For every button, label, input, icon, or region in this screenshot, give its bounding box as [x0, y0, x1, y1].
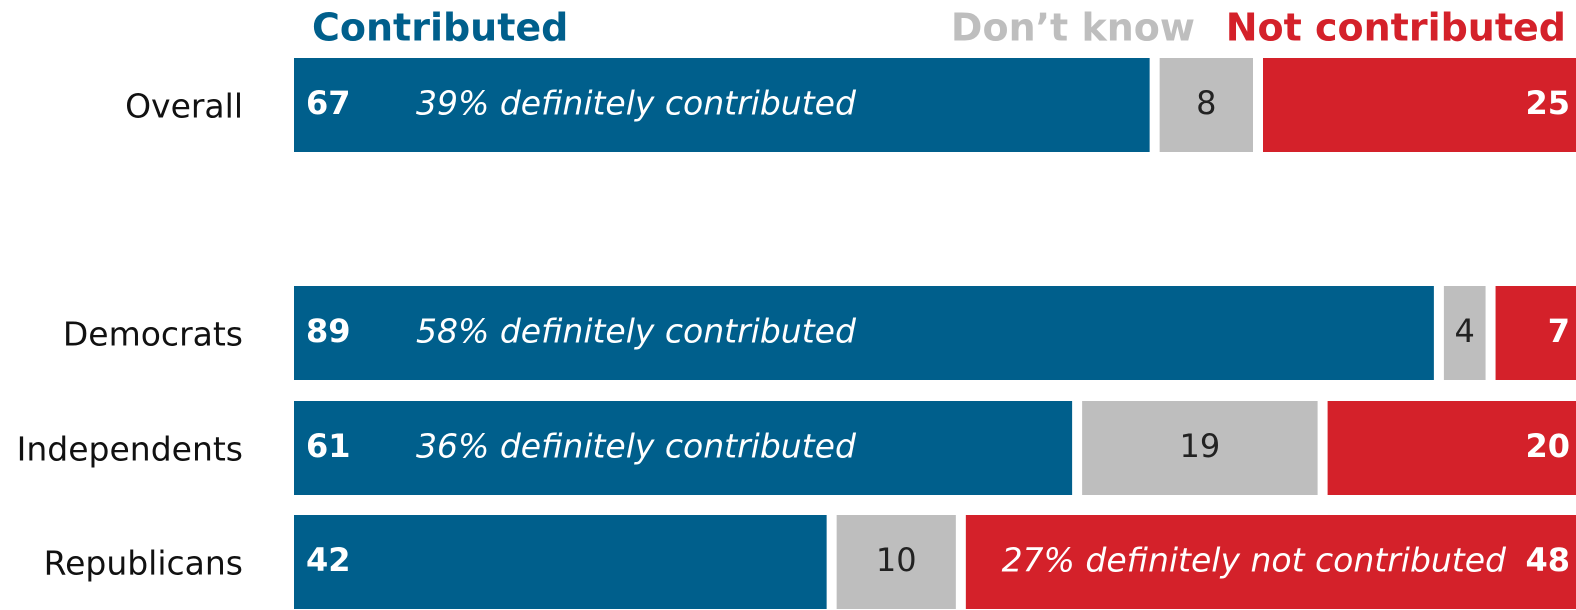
value-label: 89 — [306, 312, 351, 350]
bar-segment — [294, 286, 1434, 380]
value-label: 67 — [306, 84, 351, 122]
value-label: 19 — [1180, 427, 1221, 465]
annotation: 39% definitely contributed — [416, 84, 857, 123]
bar-segment — [836, 515, 956, 609]
value-label: 7 — [1548, 312, 1570, 350]
legend-label: Contributed — [312, 6, 568, 50]
value-label: 25 — [1525, 84, 1570, 122]
bar-segment — [294, 401, 1073, 495]
category-label: Independents — [17, 430, 243, 469]
value-label: 48 — [1525, 541, 1570, 579]
value-label: 42 — [306, 541, 351, 579]
value-label: 8 — [1196, 84, 1216, 122]
category-label: Democrats — [63, 315, 243, 354]
bar-segment — [1443, 286, 1486, 380]
annotation: 58% definitely contributed — [416, 312, 857, 351]
category-label: Overall — [125, 87, 243, 126]
bar-segment — [965, 515, 1576, 609]
value-label: 4 — [1455, 312, 1475, 350]
annotation: 27% definitely not contributed — [1002, 541, 1507, 580]
value-label: 10 — [876, 541, 917, 579]
annotation: 36% definitely contributed — [416, 427, 857, 466]
bar-segment — [1159, 58, 1253, 152]
bar-segment — [294, 58, 1150, 152]
bar-segment — [1495, 286, 1576, 380]
bar-segment — [1263, 58, 1576, 152]
bar-segment — [1327, 401, 1576, 495]
bar-segment — [1082, 401, 1318, 495]
value-label: 61 — [306, 427, 351, 465]
bar-segment — [294, 515, 827, 609]
legend-label: Not contributed — [1226, 6, 1566, 50]
value-label: 20 — [1525, 427, 1570, 465]
legend-label: Don’t know — [951, 6, 1195, 50]
category-label: Republicans — [44, 544, 243, 583]
